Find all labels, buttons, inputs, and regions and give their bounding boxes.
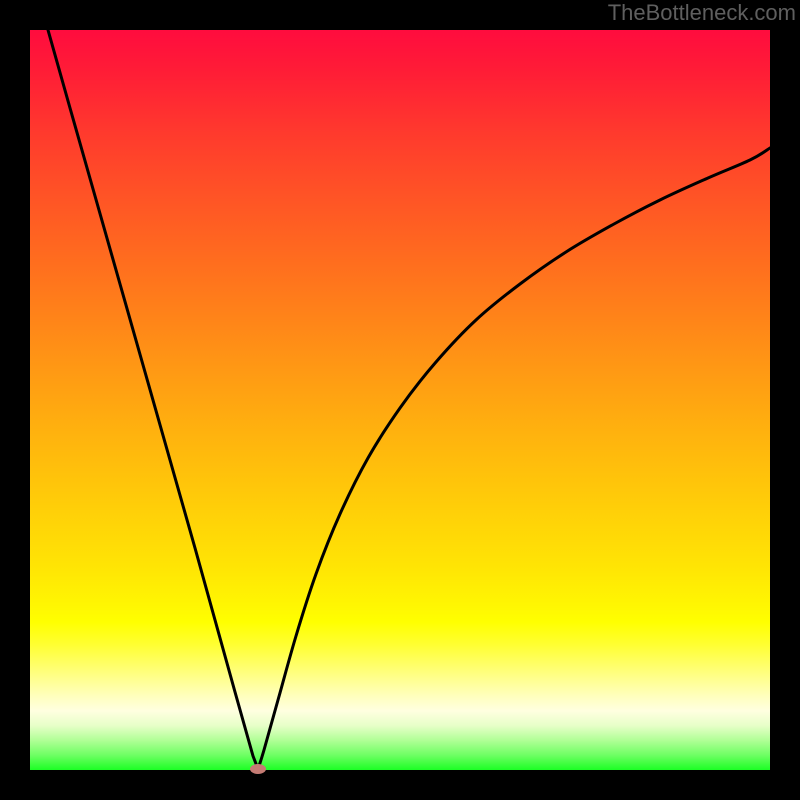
attribution-label: TheBottleneck.com xyxy=(608,0,796,25)
chart-container: TheBottleneck.com xyxy=(0,0,800,800)
minimum-marker xyxy=(250,764,266,774)
chart-svg: TheBottleneck.com xyxy=(0,0,800,800)
plot-background xyxy=(30,30,770,770)
